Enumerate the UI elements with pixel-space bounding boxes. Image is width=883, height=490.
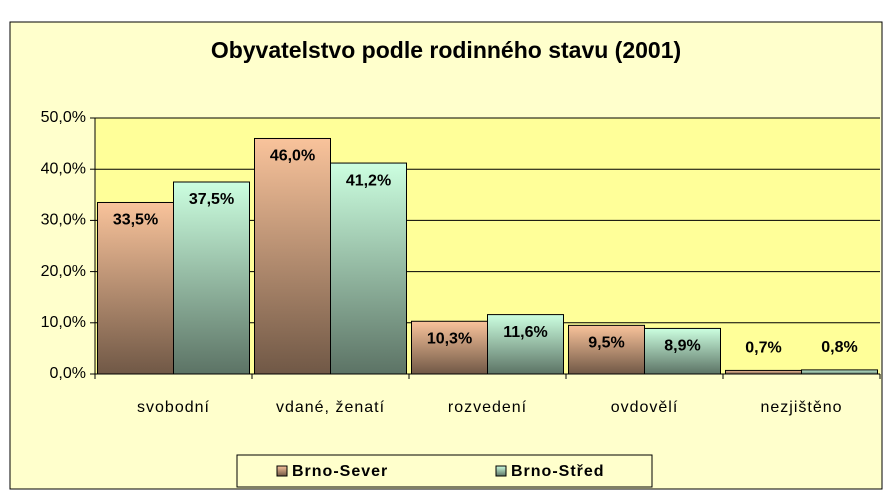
data-label: 33,5% [113, 212, 158, 229]
bar [411, 320, 488, 375]
y-tick-label: 10,0% [41, 314, 86, 331]
chart-title: Obyvatelstvo podle rodinného stavu (2001… [211, 37, 681, 63]
y-tick-label: 50,0% [41, 109, 86, 126]
bar [254, 137, 331, 375]
y-tick-label: 20,0% [41, 263, 86, 280]
data-label: 37,5% [189, 191, 234, 208]
x-tick-label: rozvedení [448, 399, 527, 416]
data-label: 0,8% [821, 339, 857, 356]
bar [330, 162, 407, 375]
legend-swatch [276, 465, 288, 477]
bar [801, 369, 878, 375]
legend-box [236, 454, 653, 488]
y-tick-label: 30,0% [41, 212, 86, 229]
x-tick-label: ovdovělí [611, 399, 679, 416]
x-tick-label: svobodní [137, 399, 210, 416]
data-label: 0,7% [745, 340, 781, 357]
data-label: 9,5% [588, 335, 624, 352]
data-label: 8,9% [664, 338, 700, 355]
data-label: 46,0% [270, 148, 315, 165]
bar [487, 314, 564, 375]
legend-label: Brno-Střed [511, 463, 605, 480]
y-tick-label: 40,0% [41, 160, 86, 177]
data-label: 41,2% [346, 172, 391, 189]
y-tick-label: 0,0% [50, 365, 86, 382]
data-label: 10,3% [427, 330, 472, 347]
bar [173, 181, 250, 375]
x-tick-label: vdané, ženatí [276, 399, 385, 416]
x-tick-label: nezjištěno [760, 399, 842, 416]
legend-label: Brno-Sever [292, 463, 388, 480]
bar [725, 369, 802, 375]
bar [568, 324, 645, 375]
data-label: 11,6% [503, 324, 547, 341]
legend-swatch [495, 465, 507, 477]
